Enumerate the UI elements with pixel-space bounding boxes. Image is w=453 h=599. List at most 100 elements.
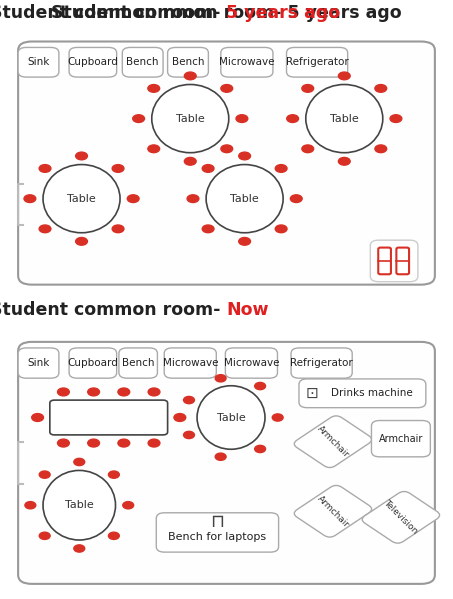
Text: Table: Table: [230, 193, 259, 204]
Circle shape: [76, 237, 87, 245]
Text: Bench for laptops: Bench for laptops: [169, 532, 266, 542]
Circle shape: [25, 501, 36, 509]
Text: Now: Now: [226, 301, 269, 319]
FancyBboxPatch shape: [69, 47, 117, 77]
FancyBboxPatch shape: [69, 348, 117, 378]
Circle shape: [112, 165, 124, 173]
Circle shape: [338, 158, 350, 165]
Circle shape: [88, 388, 100, 396]
Circle shape: [275, 165, 287, 173]
Circle shape: [202, 225, 214, 232]
Text: 5 years ago: 5 years ago: [226, 4, 341, 22]
Circle shape: [290, 195, 302, 202]
FancyBboxPatch shape: [18, 342, 435, 584]
Text: Student common room-: Student common room-: [0, 4, 226, 22]
Text: Bench: Bench: [126, 58, 159, 67]
Ellipse shape: [43, 165, 120, 233]
FancyBboxPatch shape: [362, 491, 440, 543]
FancyBboxPatch shape: [164, 348, 217, 378]
Ellipse shape: [206, 165, 283, 233]
Circle shape: [127, 195, 139, 202]
Circle shape: [39, 165, 51, 173]
FancyBboxPatch shape: [371, 420, 430, 457]
Circle shape: [187, 195, 199, 202]
Circle shape: [183, 397, 194, 404]
Circle shape: [215, 453, 226, 461]
Circle shape: [39, 471, 50, 478]
FancyBboxPatch shape: [294, 416, 372, 468]
Text: Table: Table: [67, 193, 96, 204]
Circle shape: [275, 225, 287, 232]
Circle shape: [118, 388, 130, 396]
Circle shape: [184, 158, 196, 165]
Text: ⊡: ⊡: [305, 386, 318, 401]
Circle shape: [338, 72, 350, 80]
Ellipse shape: [43, 470, 116, 540]
Circle shape: [184, 72, 196, 80]
FancyBboxPatch shape: [294, 485, 372, 537]
Text: Microwave: Microwave: [224, 358, 279, 368]
Text: Refrigerator: Refrigerator: [290, 358, 353, 368]
FancyBboxPatch shape: [291, 348, 352, 378]
Text: Microwave: Microwave: [219, 58, 275, 67]
Text: Table: Table: [330, 114, 359, 123]
Circle shape: [74, 545, 85, 552]
Ellipse shape: [152, 84, 229, 153]
Text: Student common room-: Student common room-: [0, 301, 226, 319]
Circle shape: [76, 152, 87, 160]
Circle shape: [118, 439, 130, 447]
Circle shape: [239, 152, 251, 160]
Circle shape: [108, 471, 119, 478]
Circle shape: [255, 445, 265, 453]
Circle shape: [123, 501, 134, 509]
Circle shape: [202, 165, 214, 173]
Circle shape: [375, 84, 387, 92]
FancyBboxPatch shape: [396, 247, 409, 274]
Circle shape: [215, 374, 226, 382]
FancyBboxPatch shape: [286, 47, 348, 77]
Circle shape: [24, 195, 36, 202]
Circle shape: [221, 84, 233, 92]
Circle shape: [302, 145, 313, 153]
Text: Sink: Sink: [27, 358, 50, 368]
Circle shape: [255, 382, 265, 390]
Text: Drinks machine: Drinks machine: [331, 388, 412, 398]
Text: Student common room- 5 years ago: Student common room- 5 years ago: [51, 4, 402, 22]
Text: Armchair: Armchair: [379, 434, 423, 444]
Circle shape: [88, 439, 100, 447]
FancyBboxPatch shape: [18, 41, 435, 285]
Text: Table: Table: [65, 500, 94, 510]
Circle shape: [174, 413, 186, 422]
Text: Table: Table: [217, 413, 246, 422]
FancyBboxPatch shape: [156, 513, 279, 552]
Circle shape: [221, 145, 233, 153]
FancyBboxPatch shape: [18, 348, 59, 378]
FancyBboxPatch shape: [226, 348, 277, 378]
Circle shape: [32, 413, 43, 422]
Circle shape: [108, 532, 119, 540]
Circle shape: [183, 431, 194, 438]
Ellipse shape: [197, 386, 265, 449]
Text: Table: Table: [176, 114, 205, 123]
Circle shape: [375, 145, 387, 153]
Circle shape: [74, 458, 85, 465]
Circle shape: [272, 414, 283, 421]
Circle shape: [148, 84, 159, 92]
Ellipse shape: [306, 84, 383, 153]
FancyBboxPatch shape: [119, 348, 158, 378]
Circle shape: [148, 439, 160, 447]
Text: Refrigerator: Refrigerator: [286, 58, 348, 67]
Circle shape: [112, 225, 124, 232]
Text: Cupboard: Cupboard: [67, 58, 118, 67]
Text: Cupboard: Cupboard: [67, 358, 118, 368]
Circle shape: [148, 388, 160, 396]
Circle shape: [133, 115, 145, 122]
Circle shape: [302, 84, 313, 92]
FancyBboxPatch shape: [221, 47, 273, 77]
Circle shape: [58, 388, 69, 396]
Text: Bench: Bench: [172, 58, 204, 67]
Text: Armchair: Armchair: [315, 424, 351, 459]
FancyBboxPatch shape: [50, 400, 168, 435]
Circle shape: [39, 532, 50, 540]
Text: Television: Television: [382, 498, 420, 536]
